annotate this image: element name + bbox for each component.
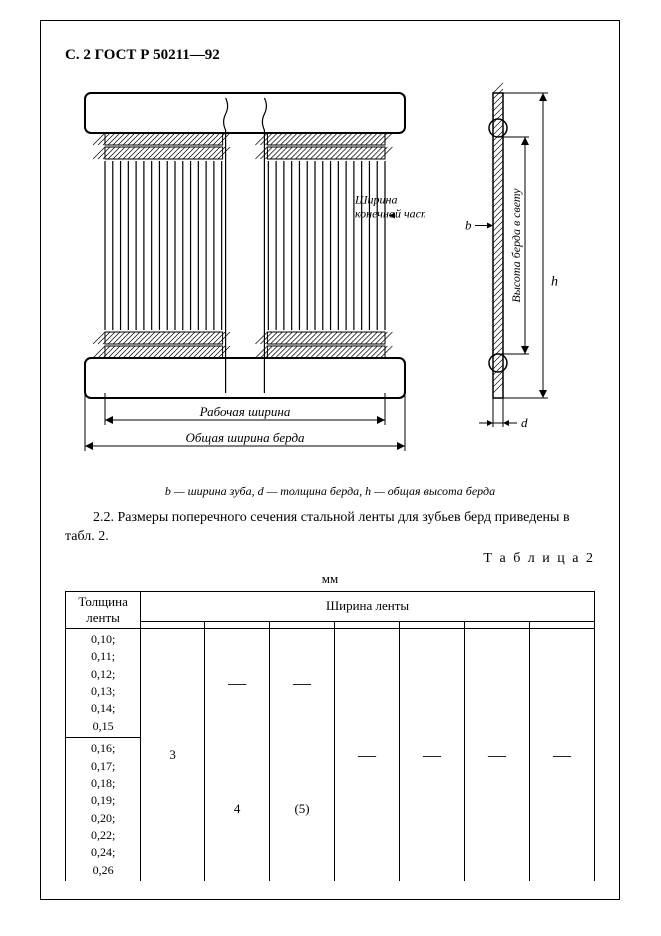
svg-text:Ширина: Ширина <box>354 193 397 207</box>
svg-text:h: h <box>551 275 558 290</box>
subcol-4 <box>270 621 335 628</box>
subcol-5 <box>335 621 400 628</box>
figure-caption: b — ширина зуба, d — толщина берда, h — … <box>65 484 595 499</box>
subcol-6 <box>400 621 465 628</box>
subcol-8 <box>529 621 594 628</box>
cell-r1-c4: — <box>270 628 335 737</box>
subcol-3 <box>205 621 270 628</box>
cell-c8: — <box>529 628 594 881</box>
cell-3: 3 <box>141 628 205 881</box>
subcol-7 <box>464 621 529 628</box>
svg-text:Высота берда в свету: Высота берда в свету <box>509 188 523 303</box>
svg-text:Общая ширина берда: Общая ширина берда <box>185 430 305 445</box>
reed-front-diagram: Рабочая ширина Общая ширина берда Ширинако… <box>65 78 425 478</box>
cell-r2-c3: 4 <box>205 738 270 882</box>
thickness-cells-bot: 0,16;0,17;0,18;0,19;0,20;0,22;0,24;0,26 <box>66 738 141 882</box>
page: С. 2 ГОСТ Р 50211—92 Рабочая ширина Общая… <box>40 20 620 900</box>
svg-text:b: b <box>465 218 472 233</box>
cell-c7: — <box>464 628 529 881</box>
cell-r2-c4: (5) <box>270 738 335 882</box>
table-label: Т а б л и ц а 2 <box>65 551 595 567</box>
subcol-2 <box>141 621 205 628</box>
cell-r1-c3: — <box>205 628 270 737</box>
caption-d: d — толщина берда, <box>258 484 363 498</box>
col-head-width: Ширина ленты <box>141 591 595 621</box>
svg-text:Рабочая ширина: Рабочая ширина <box>199 404 291 419</box>
cell-c6: — <box>400 628 465 881</box>
caption-h: h — общая высота берда <box>365 484 495 498</box>
table-unit: мм <box>65 571 595 587</box>
col-head-thickness: Толщина ленты <box>66 591 141 628</box>
reed-side-diagram: h Высота берда в свету b d <box>443 78 563 478</box>
cell-c5: — <box>335 628 400 881</box>
thickness-cells-top: 0,10;0,11;0,12;0,13;0,14;0,15 <box>66 628 141 737</box>
page-header: С. 2 ГОСТ Р 50211—92 <box>65 47 595 64</box>
figure-wrap: Рабочая ширина Общая ширина берда Ширинако… <box>65 78 595 478</box>
paragraph-2-2: 2.2. Размеры поперечного сечения стально… <box>65 509 595 547</box>
caption-b: b — ширина зуба, <box>165 484 255 498</box>
table-2: Толщина ленты Ширина ленты 0,10;0,11;0,1… <box>65 591 595 881</box>
svg-text:d: d <box>521 415 528 430</box>
svg-text:конечной части: конечной части <box>355 207 425 221</box>
